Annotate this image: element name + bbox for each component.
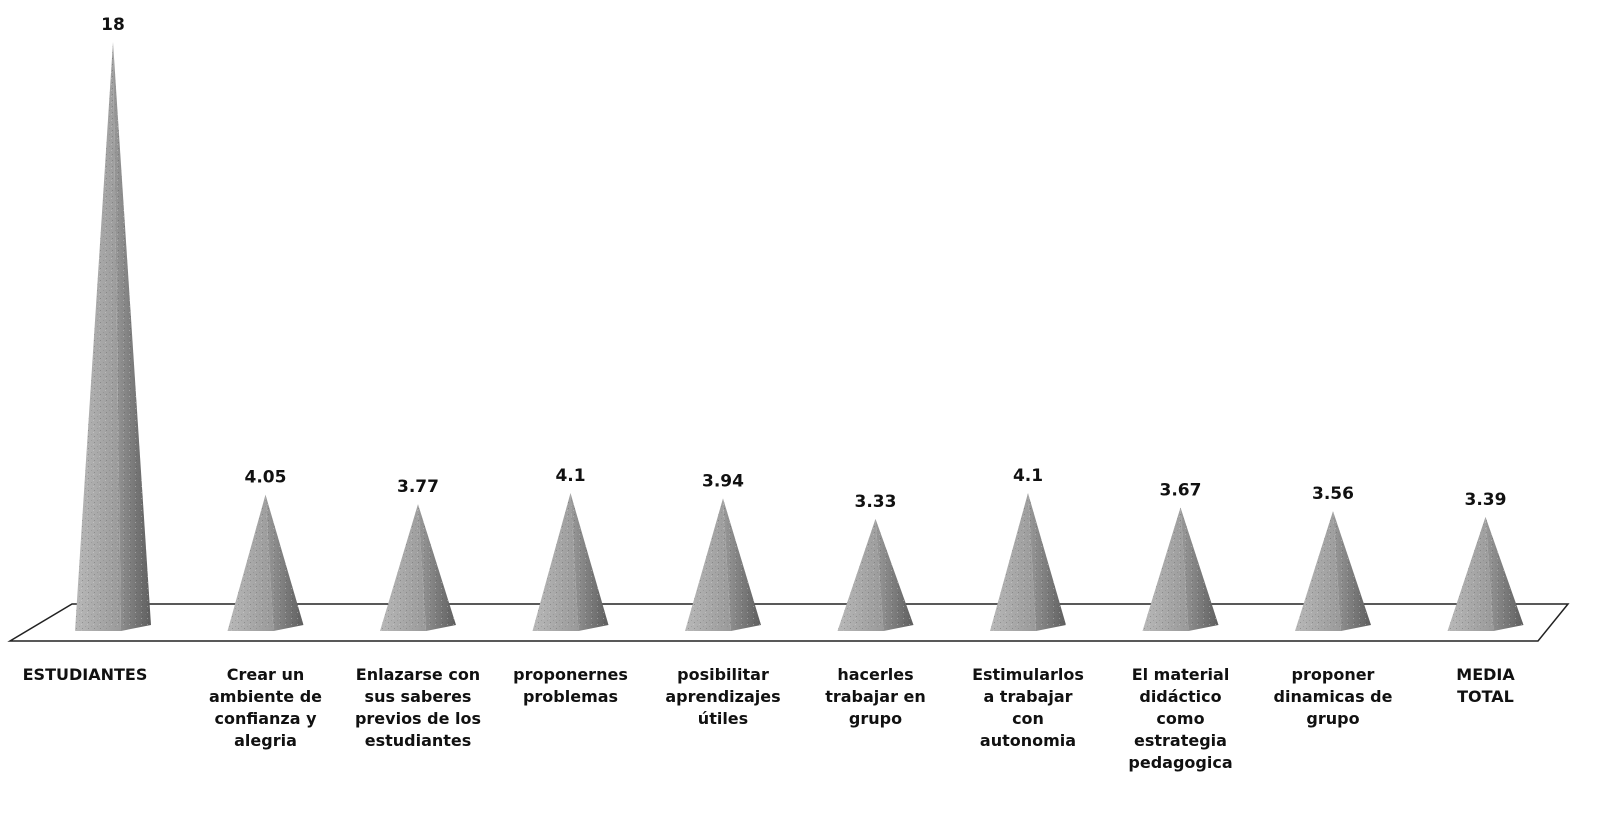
pyramid-bar <box>685 498 761 631</box>
pyramid-texture <box>685 498 761 631</box>
value-label: 3.77 <box>397 477 439 497</box>
pyramid-texture <box>1447 516 1524 631</box>
pyramid-texture <box>75 42 151 631</box>
pyramid-bar <box>837 518 914 631</box>
pyramid-texture <box>990 493 1066 631</box>
pyramid-bar <box>1142 507 1219 631</box>
pyramid-texture <box>532 493 609 631</box>
value-label: 18 <box>101 15 125 35</box>
pyramid-texture <box>380 504 456 631</box>
value-label: 3.56 <box>1312 484 1354 504</box>
pyramid-bar <box>532 493 609 631</box>
pyramid-bar <box>1447 516 1524 631</box>
category-label: MEDIA TOTAL <box>1456 665 1515 706</box>
pyramid-bar <box>227 494 304 631</box>
value-label: 3.39 <box>1465 490 1507 510</box>
category-label: El material didáctico como estrategia pe… <box>1128 665 1233 772</box>
pyramid-texture <box>837 518 914 631</box>
category-label: Enlazarse con sus saberes previos de los… <box>354 665 482 750</box>
value-label: 3.67 <box>1160 480 1202 500</box>
pyramid-bar <box>75 42 151 631</box>
category-label: posibilitar aprendizajes útiles <box>665 665 781 728</box>
value-label: 3.33 <box>855 492 897 512</box>
pyramid-texture <box>227 494 304 631</box>
pyramid-bar <box>1295 511 1371 631</box>
pyramid-bar <box>380 504 456 631</box>
category-label: proponer dinamicas de grupo <box>1273 665 1393 728</box>
pyramid-bar <box>990 493 1066 631</box>
value-label: 4.1 <box>555 466 585 486</box>
pyramid-texture <box>1295 511 1371 631</box>
category-label: Crear un ambiente de confianza y alegria <box>208 665 323 750</box>
category-label: Estimularlos a trabajar con autonomia <box>972 665 1084 750</box>
value-label: 3.94 <box>702 471 744 491</box>
pyramid-texture <box>1142 507 1219 631</box>
category-label: proponernes problemas <box>513 665 628 706</box>
category-label: hacerles trabajar en grupo <box>825 665 926 728</box>
category-label: ESTUDIANTES <box>22 665 148 684</box>
value-label: 4.1 <box>1013 466 1043 486</box>
value-label: 4.05 <box>245 468 287 488</box>
